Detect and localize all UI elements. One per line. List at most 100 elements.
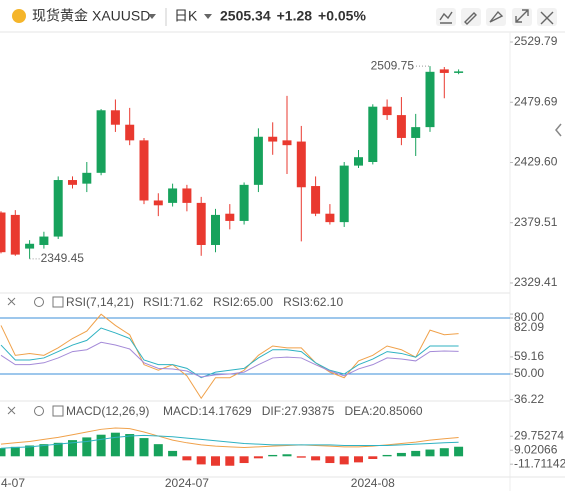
candle-body <box>168 188 178 203</box>
y-tick-label: 2429.60 <box>514 155 558 169</box>
macd-bar <box>96 434 106 457</box>
x-tick-label: 2024-08 <box>351 476 395 490</box>
y-tick-label: 29.75274 <box>514 428 564 442</box>
gold-icon <box>12 9 26 23</box>
macd-bar <box>182 456 192 461</box>
macd-bar <box>411 450 421 457</box>
candle-body <box>339 165 349 223</box>
candle-body <box>53 180 63 237</box>
price: 2505.34 <box>220 8 271 24</box>
period[interactable]: 日K <box>174 8 198 24</box>
macd-bar <box>225 456 235 466</box>
candle-body <box>411 127 421 138</box>
legend-value: 20.85060 <box>372 404 422 418</box>
legend-value: 62.10 <box>313 295 343 309</box>
settings-icon[interactable] <box>34 406 44 416</box>
macd-bar <box>168 450 178 457</box>
macd-bar <box>296 456 306 458</box>
candle-body <box>110 110 120 125</box>
candle-body <box>296 141 306 188</box>
candle-body <box>253 136 263 185</box>
macd-bar <box>282 454 292 457</box>
legend-name: RSI1: <box>143 295 173 309</box>
candle-body <box>454 71 464 73</box>
y-tick-label: 80.00 <box>514 310 544 324</box>
candle-body <box>368 106 378 162</box>
series-line <box>0 327 459 379</box>
macd-bar <box>354 456 363 463</box>
y-tick-label: -11.71142 <box>514 456 565 470</box>
legend-name: RSI2: <box>213 295 243 309</box>
candle-body <box>182 188 192 203</box>
macd-bar <box>439 448 449 457</box>
legend-name: MACD: <box>163 404 202 418</box>
macd-bar <box>125 434 135 457</box>
candle-body <box>311 186 321 214</box>
panel-icons <box>7 296 64 417</box>
x-tick-label: 2024-07 <box>165 476 209 490</box>
legend-name: DIF: <box>262 404 285 418</box>
toolbar <box>436 8 557 26</box>
tool-icon <box>439 11 453 24</box>
panel-title: RSI(7,14,21) <box>66 295 134 309</box>
candle-body <box>396 115 406 138</box>
close-icon[interactable] <box>7 297 16 306</box>
y-tick-label: 59.16 <box>514 349 544 363</box>
macd-bar <box>325 456 335 464</box>
macd-bar <box>211 456 220 466</box>
y-tick-label: 50.00 <box>514 366 544 380</box>
select-icon[interactable] <box>52 405 64 417</box>
legend-name: DEA: <box>344 404 372 418</box>
candle-body <box>82 172 92 184</box>
candle-body <box>139 140 149 201</box>
candle-body <box>39 236 49 245</box>
dropdown-arrow[interactable] <box>204 14 212 19</box>
candle-body <box>68 180 77 185</box>
candle-body <box>96 110 106 173</box>
macd-bar <box>68 440 77 457</box>
side-toggle[interactable] <box>555 123 562 137</box>
tool-button[interactable] <box>537 8 557 26</box>
candle-body <box>153 200 163 206</box>
settings-icon[interactable] <box>34 297 44 307</box>
select-icon[interactable] <box>52 296 64 308</box>
y-tick-label: 2479.69 <box>514 94 558 108</box>
candle-body <box>10 214 20 255</box>
high-label: 2509.75 <box>371 58 415 72</box>
legend-value: 71.62 <box>173 295 203 309</box>
macd-bar <box>253 456 263 459</box>
close-icon[interactable] <box>7 406 16 415</box>
y-tick-label: 2379.51 <box>514 215 558 229</box>
macd-bar <box>139 438 149 457</box>
change: +1.28 <box>277 8 313 24</box>
tool-icon <box>540 11 554 25</box>
dropdown-arrow[interactable] <box>148 14 156 19</box>
symbol[interactable]: XAUUSD <box>92 8 150 24</box>
candle-body <box>354 157 363 166</box>
tool-button[interactable] <box>486 8 506 26</box>
tool-icon <box>515 9 529 23</box>
legend-value: 14.17629 <box>202 404 252 418</box>
tool-icon <box>464 12 477 25</box>
macd-bar <box>196 456 206 465</box>
low-label: 2349.45 <box>41 251 85 265</box>
y-tick-label: 82.09 <box>514 320 544 334</box>
tool-button[interactable] <box>461 8 481 26</box>
macd-bar <box>311 456 321 461</box>
macd-bar <box>110 432 120 457</box>
symbol-name[interactable]: 现货黄金 <box>32 8 88 24</box>
macd-bar <box>339 456 349 465</box>
candle-body <box>439 69 449 73</box>
macd-bar <box>25 445 35 457</box>
legend-name: RSI3: <box>283 295 313 309</box>
series-line <box>0 313 459 400</box>
y-tick-label: 2329.41 <box>514 275 558 289</box>
macd-bar <box>239 456 249 464</box>
macd-bar <box>396 452 406 457</box>
change-pct: +0.05% <box>318 8 366 24</box>
macd-bar <box>382 454 392 457</box>
series-line <box>0 341 459 378</box>
candle-body <box>225 213 235 221</box>
candle-body <box>196 202 206 245</box>
